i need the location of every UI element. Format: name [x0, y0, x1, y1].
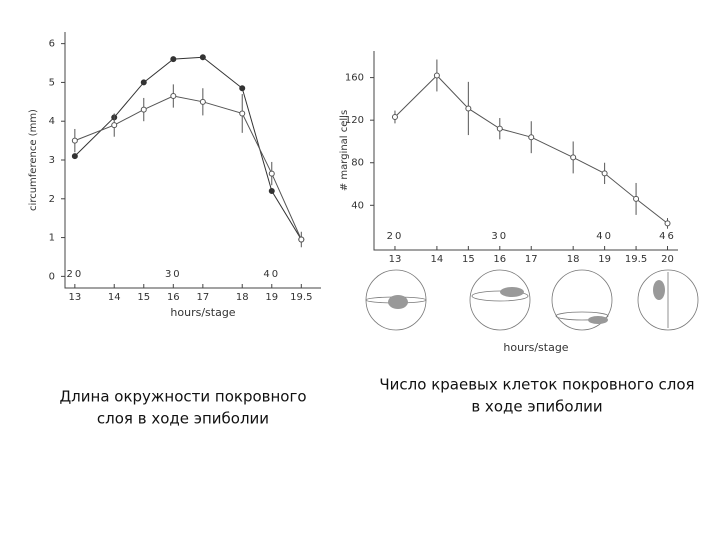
y-tick-label: 3 [49, 155, 55, 166]
point [465, 105, 472, 112]
caption: Число краевых клеток покровного слоя [379, 376, 694, 394]
hour-tick-label: 46 [659, 231, 676, 242]
hour-tick-label: 40 [596, 231, 613, 242]
x-tick-label: 18 [567, 254, 580, 265]
caption: в ходе эпиболии [471, 398, 602, 416]
point [170, 56, 177, 63]
x-tick-label: 19.5 [290, 292, 312, 303]
series-line [74, 56, 302, 240]
y-axis-label: # marginal cells [339, 110, 350, 191]
point [239, 110, 246, 117]
x-tick-label: 20 [661, 254, 674, 265]
y-tick-label: 120 [345, 115, 364, 126]
point [140, 79, 147, 86]
embryo-drawings [365, 269, 699, 331]
point [199, 54, 206, 61]
x-tick-label: 17 [525, 254, 538, 265]
x-tick-label: 14 [431, 254, 444, 265]
point [570, 154, 577, 161]
x-tick-label: 16 [493, 254, 506, 265]
point [71, 137, 78, 144]
x-tick-label: 16 [167, 292, 180, 303]
x-tick-label: 13 [389, 254, 402, 265]
x-tick-label: 15 [137, 292, 150, 303]
point [298, 236, 305, 243]
point [71, 153, 78, 160]
point [633, 195, 640, 202]
y-tick-label: 4 [49, 116, 55, 127]
y-tick-label: 2 [49, 194, 55, 205]
y-tick-label: 6 [49, 39, 55, 50]
point [528, 134, 535, 141]
hour-tick-label: 30 [165, 269, 182, 280]
y-tick-label: 40 [351, 200, 364, 211]
hour-tick-label: 20 [66, 269, 83, 280]
point [664, 220, 671, 227]
hour-tick-label: 30 [491, 231, 508, 242]
x-tick-label: 19 [265, 292, 278, 303]
x-tick-label: 18 [236, 292, 249, 303]
x-axis-label: hours/stage [503, 341, 568, 354]
point [433, 72, 440, 79]
x-tick-label: 13 [68, 292, 81, 303]
x-tick-label: 19 [598, 254, 611, 265]
y-tick-label: 80 [351, 158, 364, 169]
caption: слоя в ходе эпиболии [97, 410, 269, 428]
hour-tick-label: 20 [387, 231, 404, 242]
caption: Длина окружности покровного [59, 388, 306, 406]
point [268, 188, 275, 195]
x-tick-label: 17 [196, 292, 209, 303]
point [601, 170, 608, 177]
y-axis-label: circumference (mm) [28, 109, 39, 211]
x-tick-label: 19.5 [625, 254, 647, 265]
axes [373, 51, 678, 251]
y-tick-label: 0 [49, 271, 55, 282]
axes [64, 32, 321, 289]
hour-tick-label: 40 [263, 269, 280, 280]
series-line [74, 95, 302, 240]
y-tick-label: 1 [49, 233, 55, 244]
point [140, 106, 147, 113]
point [199, 98, 206, 105]
x-tick-label: 14 [108, 292, 121, 303]
y-tick-label: 160 [345, 73, 364, 84]
point [170, 93, 177, 99]
x-axis-label: hours/stage [170, 306, 235, 319]
point [268, 170, 275, 177]
point [239, 85, 246, 92]
point [496, 125, 503, 132]
x-tick-label: 15 [462, 254, 475, 265]
y-tick-label: 5 [49, 77, 55, 88]
point [111, 122, 118, 129]
point [391, 113, 398, 120]
